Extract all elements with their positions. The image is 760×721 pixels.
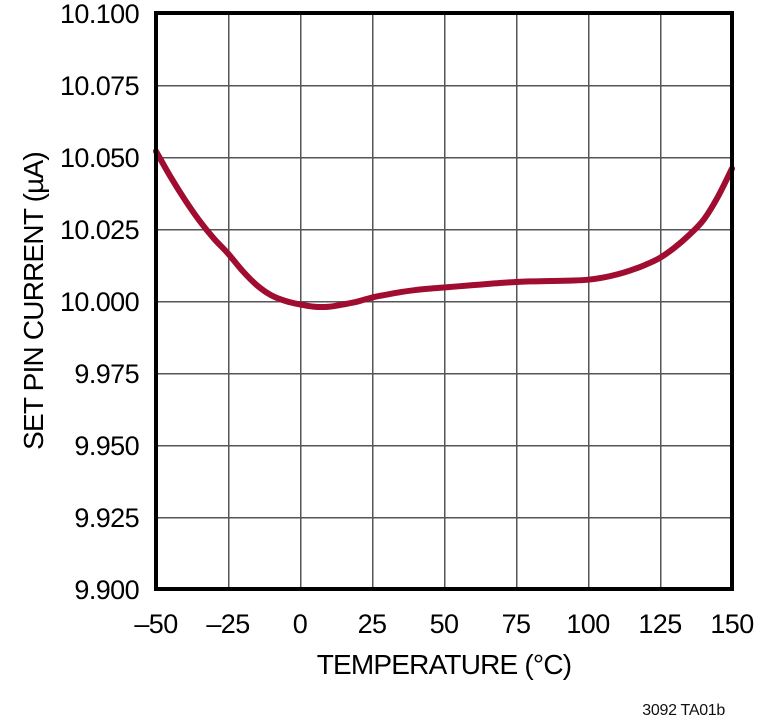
x-tick-label: –25 [206,609,249,639]
y-tick-label: 9.900 [74,575,139,605]
x-tick-labels: –50 –25 0 25 50 75 100 125 150 [134,609,754,639]
gridline-layer [156,13,732,589]
x-tick-label: 0 [293,609,307,639]
y-tick-labels: 9.900 9.925 9.950 9.975 10.000 10.025 10.050 10… [60,0,140,605]
y-tick-label: 10.100 [60,0,139,29]
series-curve [153,148,735,311]
x-tick-label: 100 [566,609,609,639]
x-tick-label: 150 [710,609,753,639]
y-tick-label: 10.025 [60,215,139,245]
y-tick-label: 9.975 [74,359,139,389]
x-axis-title: TEMPERATURE (°C) [317,649,572,680]
y-tick-label: 10.050 [60,143,139,173]
y-tick-label: 10.000 [60,287,139,317]
y-axis-title: SET PIN CURRENT (µA) [18,152,49,450]
plot-border [154,11,734,591]
x-tick-label: 25 [358,609,387,639]
x-tick-label: 75 [502,609,531,639]
y-tick-label: 9.950 [74,431,139,461]
figure-ref: 3092 TA01b [642,702,725,719]
y-tick-label: 10.075 [60,71,139,101]
x-tick-label: –50 [134,609,177,639]
x-tick-label: 125 [638,609,681,639]
x-tick-label: 50 [430,609,459,639]
y-tick-label: 9.925 [74,503,139,533]
